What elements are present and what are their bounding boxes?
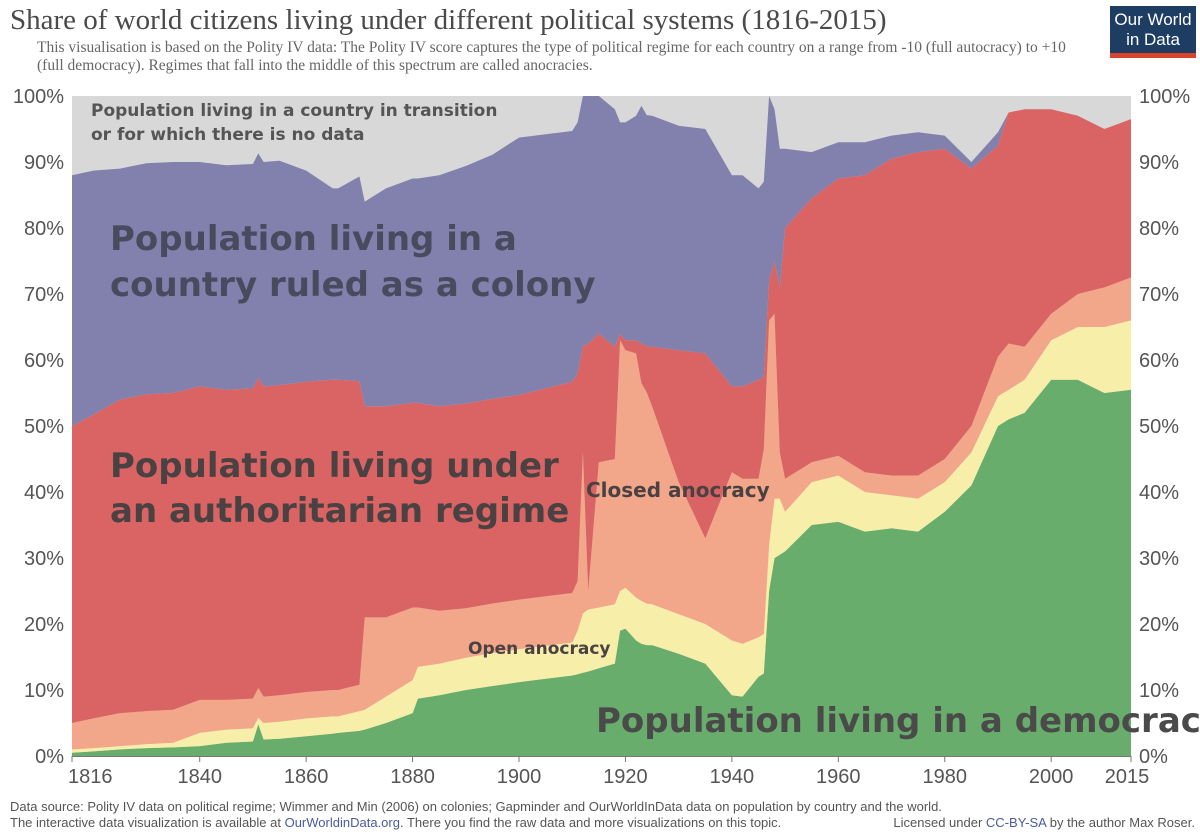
area-colony — [72, 96, 1131, 426]
area-democracy — [72, 379, 1131, 756]
y-tick-label-left: 10% — [24, 680, 64, 702]
annotation-democracy: Population living in a democracy — [596, 701, 1200, 741]
footer-source: Data source: Polity IV data on political… — [10, 799, 942, 814]
license-text-post: by the author Max Roser. — [1046, 815, 1195, 830]
chart-title: Share of world citizens living under dif… — [10, 4, 887, 36]
footer-text-pre: The interactive data visualization is av… — [10, 815, 285, 830]
y-tick-label-right: 90% — [1139, 152, 1179, 174]
x-tick-label: 2015 — [1105, 766, 1150, 788]
y-tick-label-left: 50% — [24, 416, 64, 438]
x-tick-label: 1860 — [284, 766, 329, 788]
footer-license: Licensed under CC-BY-SA by the author Ma… — [893, 815, 1195, 831]
y-tick-label-right: 30% — [1139, 548, 1179, 570]
y-tick-label-right: 50% — [1139, 416, 1179, 438]
y-tick-label-right: 100% — [1139, 86, 1190, 108]
footer-text-post: . There you find the raw data and more v… — [399, 815, 782, 830]
y-tick-label-left: 0% — [35, 746, 64, 768]
y-tick-label-right: 0% — [1139, 746, 1168, 768]
y-tick-label-left: 80% — [24, 218, 64, 240]
area-open-anocracy — [72, 320, 1131, 753]
y-tick-label-left: 70% — [24, 284, 64, 306]
x-tick-label: 1980 — [922, 766, 967, 788]
x-tick-label: 1920 — [603, 766, 648, 788]
y-tick-label-right: 20% — [1139, 614, 1179, 636]
annotation-closed-anocracy: Closed anocracy — [586, 478, 770, 502]
footer-availability: The interactive data visualization is av… — [10, 815, 1195, 831]
y-tick-label-right: 10% — [1139, 680, 1179, 702]
chart-subtitle: This visualisation is based on the Polit… — [37, 39, 1066, 74]
logo-line-2: in Data — [1126, 30, 1180, 49]
y-tick-label-right: 60% — [1139, 350, 1179, 372]
annotation-colony-line-1: Population living in a — [110, 219, 517, 259]
y-tick-label-left: 100% — [13, 86, 64, 108]
logo-line-1: Our World — [1114, 10, 1192, 29]
annotation-colony-line-2: country ruled as a colony — [110, 265, 596, 305]
area-closed-anocracy — [72, 277, 1131, 750]
x-tick-label: 1816 — [68, 766, 113, 788]
y-tick-label-left: 40% — [24, 482, 64, 504]
y-tick-label-left: 90% — [24, 152, 64, 174]
area-authoritarian — [72, 109, 1131, 723]
x-tick-label: 2000 — [1029, 766, 1074, 788]
footer: Data source: Polity IV data on political… — [10, 799, 1195, 831]
annotation-no-data-line-1: Population living in a country in transi… — [91, 101, 497, 121]
x-tick-label: 1900 — [497, 766, 542, 788]
owid-link[interactable]: OurWorldinData.org — [284, 815, 400, 830]
x-tick-label: 1840 — [177, 766, 222, 788]
y-tick-label-right: 40% — [1139, 482, 1179, 504]
y-tick-label-right: 70% — [1139, 284, 1179, 306]
x-tick-label: 1940 — [710, 766, 755, 788]
logo-accent-bar — [1110, 53, 1196, 58]
y-tick-label-left: 30% — [24, 548, 64, 570]
annotation-no-data-line-2: or for which there is no data — [91, 125, 365, 145]
owid-logo[interactable]: Our World in Data — [1110, 6, 1196, 58]
x-tick-label: 1960 — [816, 766, 861, 788]
y-tick-label-left: 60% — [24, 350, 64, 372]
y-tick-label-right: 80% — [1139, 218, 1179, 240]
annotation-open-anocracy: Open anocracy — [468, 639, 611, 659]
license-link[interactable]: CC-BY-SA — [985, 815, 1047, 830]
stacked-area-chart: 0% 0% 10% 10% 20% 20% 30% 30% 40% 40% 50% 50% 60% 60%… — [13, 86, 1200, 788]
annotation-authoritarian-line-1: Population living under — [110, 446, 559, 486]
x-tick-label: 1880 — [390, 766, 435, 788]
y-tick-label-left: 20% — [24, 614, 64, 636]
license-text-pre: Licensed under — [893, 815, 986, 830]
annotation-authoritarian-line-2: an authoritarian regime — [110, 491, 569, 531]
